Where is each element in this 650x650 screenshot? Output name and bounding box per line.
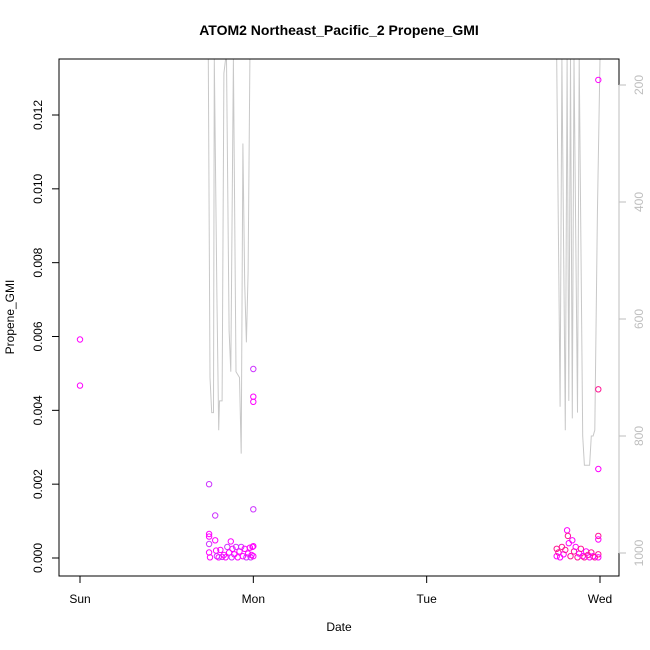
plot-frame [58, 58, 620, 577]
y-axis: 0.000 0.002 0.004 0.006 0.008 0.010 0.012 [31, 100, 60, 573]
data-point [205, 481, 213, 488]
data-point [250, 506, 257, 513]
chart-title: ATOM2 Northeast_Pacific_2 Propene_GMI [199, 22, 479, 38]
y2-tick-label: 1000 [632, 539, 646, 566]
data-point [227, 538, 235, 545]
x-axis: Sun Mon Tue Wed [69, 575, 612, 606]
data-point [239, 553, 247, 560]
y-tick-label: 0.004 [31, 395, 45, 425]
data-point [215, 554, 222, 561]
data-point [205, 533, 213, 540]
y-tick-label: 0.002 [31, 469, 45, 499]
points-layer [76, 76, 602, 561]
y2-tick-label: 600 [632, 309, 646, 329]
y2-tick-label: 200 [632, 75, 646, 95]
data-point [556, 554, 564, 561]
data-point [595, 554, 602, 561]
data-point [595, 386, 602, 393]
data-point [595, 551, 602, 558]
data-point [250, 393, 257, 400]
data-point [249, 543, 256, 551]
y2-tick-label: 400 [632, 192, 646, 212]
data-point [569, 537, 576, 544]
x-tick-label: Mon [242, 592, 265, 606]
data-point [250, 365, 257, 373]
x-tick-label: Tue [417, 592, 438, 606]
data-point [595, 532, 602, 540]
data-point [76, 336, 84, 343]
y2-tick-label: 800 [632, 426, 646, 446]
data-point [212, 512, 219, 519]
y-tick-label: 0.006 [31, 321, 45, 351]
data-point [243, 554, 250, 561]
y2-axis: 200 400 600 800 1000 [618, 75, 646, 566]
data-point [562, 546, 569, 554]
data-point [588, 549, 595, 556]
data-point [563, 527, 571, 534]
data-point [250, 553, 257, 560]
x-axis-label: Date [326, 620, 352, 634]
pressure-line-segment [556, 58, 601, 466]
pressure-line-segment [207, 58, 254, 454]
data-point [595, 76, 602, 84]
data-point [217, 546, 224, 554]
data-point [206, 554, 214, 561]
pressure-line-layer [207, 58, 601, 466]
y-tick-label: 0.008 [31, 247, 45, 277]
data-point [229, 545, 236, 552]
y-tick-label: 0.000 [31, 543, 45, 573]
data-point [218, 553, 226, 561]
data-point [250, 398, 257, 405]
data-point [564, 532, 572, 540]
x-tick-label: Wed [588, 592, 612, 606]
data-point [577, 545, 585, 552]
data-point [567, 553, 574, 560]
data-point [565, 540, 572, 547]
data-point [205, 530, 213, 538]
data-point [212, 537, 219, 544]
data-point [553, 553, 560, 560]
y-axis-label: Propene_GMI [3, 280, 17, 355]
data-point [558, 543, 566, 551]
data-point [76, 382, 84, 389]
data-point [224, 543, 231, 551]
data-point [595, 465, 602, 473]
data-point [248, 551, 255, 559]
y-tick-label: 0.010 [31, 173, 45, 203]
data-point [595, 536, 602, 543]
data-point [234, 554, 241, 561]
data-point [222, 554, 229, 561]
x-tick-label: Sun [69, 592, 90, 606]
data-point [246, 544, 254, 551]
data-point [250, 543, 257, 550]
data-point [205, 540, 213, 548]
data-point [238, 543, 245, 551]
y-tick-label: 0.012 [31, 100, 45, 130]
